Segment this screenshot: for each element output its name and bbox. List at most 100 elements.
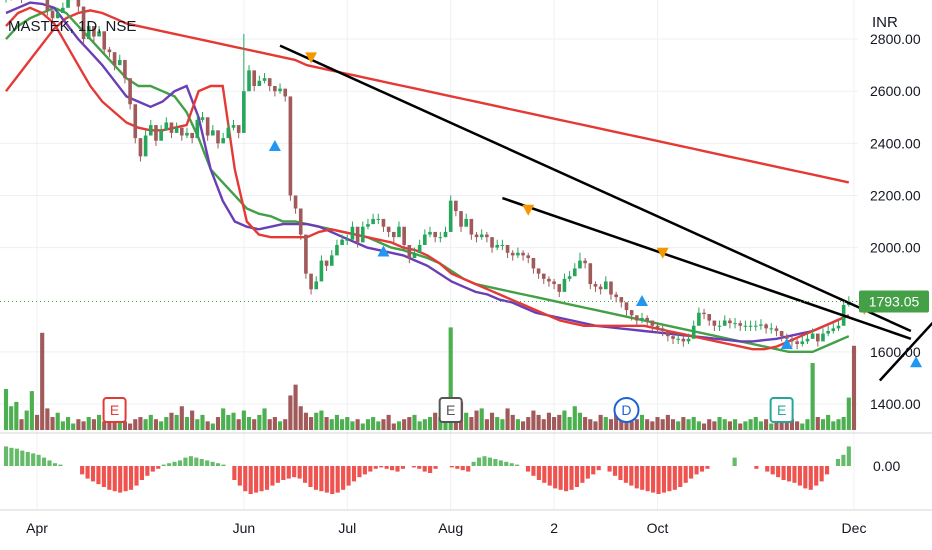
volume-bar	[588, 419, 593, 430]
candle-body	[273, 86, 277, 92]
oscillator-bar	[645, 466, 650, 492]
volume-bar	[712, 421, 717, 430]
volume-bar	[769, 423, 774, 430]
x-tick-label: Apr	[26, 520, 48, 536]
volume-bar	[298, 406, 303, 430]
candle-body	[247, 70, 251, 92]
volume-bar	[593, 421, 598, 430]
volume-bar	[515, 419, 520, 430]
volume-bar	[128, 423, 133, 430]
volume-bar	[262, 408, 267, 430]
volume-bar	[800, 423, 805, 430]
volume-bar	[795, 421, 800, 430]
candle-body	[174, 127, 179, 133]
trendline-0[interactable]	[279, 44, 912, 333]
candle-body	[128, 78, 132, 105]
candle-body	[304, 234, 308, 274]
candle-body	[366, 224, 370, 227]
volume-bar	[29, 391, 34, 430]
volume-bar	[91, 419, 96, 430]
earnings-marker[interactable]	[769, 397, 794, 423]
volume-bar	[236, 419, 241, 430]
volume-bar	[552, 417, 557, 430]
candle-body	[298, 208, 303, 235]
volume-bar	[283, 419, 288, 430]
volume-bar	[97, 414, 102, 430]
oscillator-bar	[656, 466, 661, 494]
oscillator-bar	[596, 466, 601, 471]
volume-bar	[319, 410, 324, 430]
oscillator-bar	[509, 463, 514, 466]
y-tick-label: 2400.00	[870, 135, 921, 151]
candle-body	[779, 330, 784, 337]
volume-bar	[727, 421, 732, 430]
candle-body	[567, 276, 572, 279]
oscillator-bar	[618, 466, 623, 480]
earnings-marker[interactable]	[102, 397, 127, 423]
oscillator-bar	[319, 466, 324, 492]
candle-body	[438, 237, 443, 239]
volume-bar	[50, 417, 55, 430]
oscillator-bar	[553, 466, 558, 489]
candle-body	[557, 284, 562, 292]
candle-body	[117, 59, 122, 66]
oscillator-bar	[172, 461, 177, 466]
trendline-1[interactable]	[501, 196, 912, 340]
dividend-marker[interactable]	[613, 397, 640, 423]
candle-body	[407, 244, 412, 258]
volume-bar	[851, 345, 857, 430]
volume-bar	[350, 421, 355, 430]
oscillator-bar	[270, 466, 275, 486]
volume-bar	[112, 417, 117, 430]
volume-bar	[505, 408, 510, 430]
volume-bar	[758, 421, 763, 430]
volume-bar	[19, 419, 24, 430]
oscillator-bar	[264, 466, 270, 490]
oscillator-bar	[101, 466, 106, 487]
volume-bar	[334, 414, 339, 430]
oscillator-bar	[471, 461, 476, 466]
oscillator-bar	[846, 446, 851, 466]
volume-bar	[3, 388, 9, 430]
event-marker-label: D	[621, 402, 631, 418]
oscillator-bar	[330, 466, 335, 494]
oscillator-bar	[765, 466, 770, 472]
oscillator-bar	[634, 466, 639, 489]
oscillator-bar	[134, 466, 139, 486]
volume-bar	[521, 421, 526, 430]
x-tick-label: Dec	[842, 520, 867, 536]
oscillator-bar	[672, 466, 677, 490]
volume-bar	[24, 410, 29, 430]
oscillator-bar	[177, 460, 183, 466]
candle-body	[831, 328, 836, 331]
volume-bar	[45, 408, 50, 430]
candle-body	[267, 78, 272, 86]
oscillator-bar	[346, 466, 351, 486]
volume-bar	[686, 419, 691, 430]
currency-label: INR	[872, 14, 898, 31]
volume-bar	[345, 417, 350, 430]
sell-signal-marker	[305, 52, 318, 64]
candle-body	[376, 218, 381, 220]
volume-bar	[722, 419, 727, 430]
oscillator-bar	[188, 456, 193, 466]
candle-body	[655, 325, 660, 329]
candle-body	[800, 341, 805, 344]
volume-bar	[205, 421, 210, 430]
volume-bar	[381, 419, 386, 430]
buy-signal-marker	[910, 356, 923, 368]
candle-body	[712, 320, 717, 326]
candle-body	[97, 31, 101, 37]
candle-body	[221, 138, 225, 144]
candle-body	[92, 26, 96, 37]
oscillator-bar	[194, 457, 199, 466]
trendline-2[interactable]	[878, 245, 932, 382]
volume-bar	[164, 417, 169, 430]
volume-bar	[541, 419, 546, 430]
candle-body	[697, 312, 701, 326]
oscillator-bar	[80, 466, 85, 475]
earnings-marker[interactable]	[438, 397, 463, 423]
candle-body	[588, 263, 593, 285]
candle-body	[774, 328, 779, 331]
